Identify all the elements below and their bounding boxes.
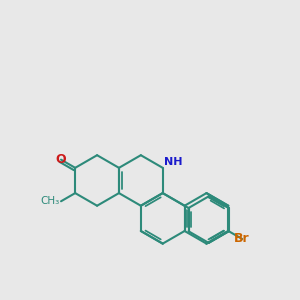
Text: O: O	[56, 153, 66, 166]
Text: NH: NH	[164, 157, 182, 167]
Text: Br: Br	[234, 232, 250, 245]
Text: CH₃: CH₃	[40, 196, 60, 206]
